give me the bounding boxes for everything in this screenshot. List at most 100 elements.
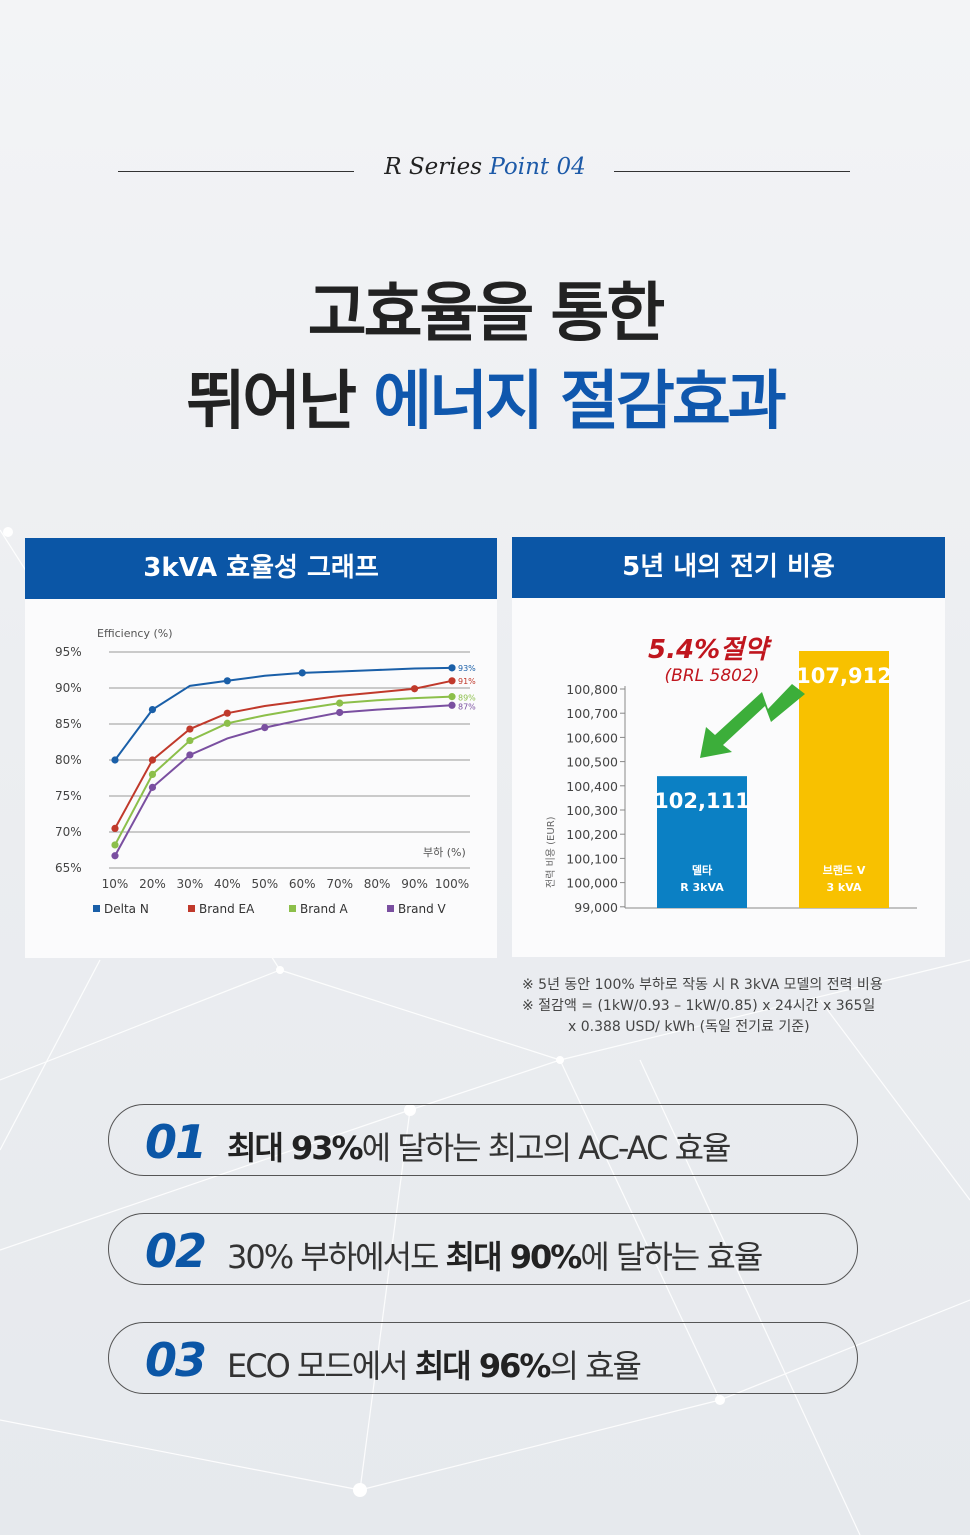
data-point (223, 677, 231, 685)
legend-swatch (387, 905, 394, 912)
series-line-delta-n (114, 666, 453, 761)
cost-bar (799, 651, 889, 908)
end-value-label: 87% (458, 702, 476, 711)
data-point (298, 669, 306, 677)
legend-label: Brand EA (199, 902, 255, 916)
data-point (186, 736, 194, 745)
bar-category-label: R 3kVA (680, 881, 724, 894)
legend-swatch (289, 905, 296, 912)
x-tick-label: 10% (102, 877, 129, 891)
legend-label: Brand A (300, 902, 349, 916)
feature-item-03: 03 ECO 모드에서 최대 96%의 효율 (108, 1322, 858, 1394)
x-tick-label: 80% (364, 877, 391, 891)
data-point (223, 719, 231, 727)
efficiency-chart-title: 3kVA 효율성 그래프 (25, 538, 497, 599)
y-tick-label: 100,400 (566, 779, 618, 794)
y-tick-label: 100,200 (566, 827, 618, 842)
legend-label: Brand V (398, 902, 447, 916)
bar-value-label: 107,912 (796, 664, 892, 688)
data-point (448, 677, 456, 685)
feature-item-01: 01 최대 93%에 달하는 최고의 AC-AC 효율 (108, 1104, 858, 1176)
y-tick-label: 65% (55, 861, 82, 875)
data-point (148, 770, 157, 778)
footnote-3: x 0.388 USD/ kWh (독일 전기료 기준) (568, 1019, 810, 1035)
y-tick-label: 75% (55, 789, 82, 803)
savings-arrow-icon (700, 684, 805, 758)
footnote-1: ※ 5년 동안 100% 부하로 작동 시 R 3kVA 모델의 전력 비용 (522, 977, 883, 993)
x-tick-label: 50% (251, 877, 278, 891)
series-name: R Series (384, 154, 483, 180)
y-tick-label: 99,000 (574, 900, 618, 915)
series-line-brand-v (114, 704, 453, 857)
legend-swatch (93, 905, 100, 912)
data-point (336, 699, 344, 707)
footnote-2: ※ 절감액 = (1kW/0.93 – 1kW/0.85) x 24시간 x 3… (522, 998, 876, 1014)
end-value-label: 93% (458, 664, 476, 673)
footnotes: ※ 5년 동안 100% 부하로 작동 시 R 3kVA 모델의 전력 비용 ※… (522, 975, 883, 1038)
data-point (148, 706, 157, 714)
data-point (448, 664, 456, 672)
feature-text-post: 에 달하는 최고의 AC-AC 효율 (361, 1129, 732, 1167)
legend-label: Delta N (104, 902, 149, 916)
feature-text-bold: 최대 93% (227, 1129, 364, 1167)
bar-value-label: 102,111 (654, 789, 750, 813)
x-tick-label: 40% (214, 877, 241, 891)
data-point (336, 708, 344, 717)
data-point (448, 693, 456, 701)
data-point (111, 824, 119, 832)
y-tick-label: 90% (55, 681, 82, 695)
efficiency-line-chart: 95% 90% 85% 80% 75% 70% 65% Efficiency (%) 부하 (%… (55, 627, 476, 916)
y-tick-label: 70% (55, 825, 82, 839)
data-point (111, 852, 119, 860)
x-tick-label: 20% (139, 877, 166, 891)
feature-number: 03 (145, 1333, 207, 1387)
data-point (111, 756, 119, 764)
feature-text-post: 에 달하는 효율 (580, 1238, 763, 1276)
cost-bar (657, 776, 747, 908)
cost-chart-panel: 5년 내의 전기 비용 100,800 100,700 100,600 100,500… (512, 537, 945, 957)
x-tick-label: 70% (326, 877, 353, 891)
cost-chart-title: 5년 내의 전기 비용 (512, 537, 945, 598)
efficiency-chart-panel: 3kVA 효율성 그래프 95% 90% 85% 80% 75% 70% 65% Effici… (25, 538, 497, 958)
y-tick-label: 80% (55, 753, 82, 767)
series-point-number: Point 04 (489, 154, 586, 180)
y-tick-label: 100,800 (566, 682, 618, 697)
feature-number: 02 (145, 1224, 207, 1278)
y-tick-label: 95% (55, 645, 82, 659)
y-tick-label: 100,100 (566, 851, 618, 866)
feature-text-pre: ECO 모드에서 (227, 1347, 415, 1385)
y-axis-title: 전력 비용 (EUR) (545, 816, 557, 888)
series-line-brand-a (114, 695, 453, 846)
series-point-label: R Series Point 04 (0, 154, 970, 180)
data-point (410, 685, 419, 693)
x-tick-label: 60% (289, 877, 316, 891)
feature-text-bold: 최대 96% (414, 1347, 552, 1385)
series-right-rule (614, 171, 850, 172)
y-tick-label: 100,700 (566, 706, 618, 721)
title-plain: 뛰어난 (186, 365, 357, 439)
x-tick-label: 30% (177, 877, 204, 891)
data-point (186, 725, 194, 733)
page-title-line1: 고효율을 통한 (307, 277, 666, 351)
feature-text-post: 의 효율 (549, 1347, 641, 1385)
x-tick-label: 90% (401, 877, 428, 891)
x-tick-label: 100% (435, 877, 469, 891)
data-point (148, 783, 157, 791)
bar-category-label: 3 kVA (826, 881, 862, 894)
feature-item-02: 02 30% 부하에서도 최대 90%에 달하는 효율 (108, 1213, 858, 1285)
legend-swatch (188, 905, 195, 912)
y-tick-label: 100,300 (566, 803, 618, 818)
data-point (223, 709, 231, 717)
savings-amount-label: (BRL 5802) (665, 666, 760, 686)
series-left-rule (118, 171, 354, 172)
data-point (186, 751, 194, 759)
series-line-brand-ea (114, 679, 453, 829)
y-tick-label: 100,500 (566, 755, 618, 770)
title-highlight: 에너지 절감효과 (373, 365, 786, 439)
savings-percent-label: 5.4%절약 (648, 635, 773, 665)
data-point (261, 724, 269, 732)
end-value-label: 91% (458, 677, 476, 686)
data-point (148, 756, 157, 764)
feature-text: 30% 부하에서도 최대 90%에 달하는 효율 (227, 1232, 763, 1278)
